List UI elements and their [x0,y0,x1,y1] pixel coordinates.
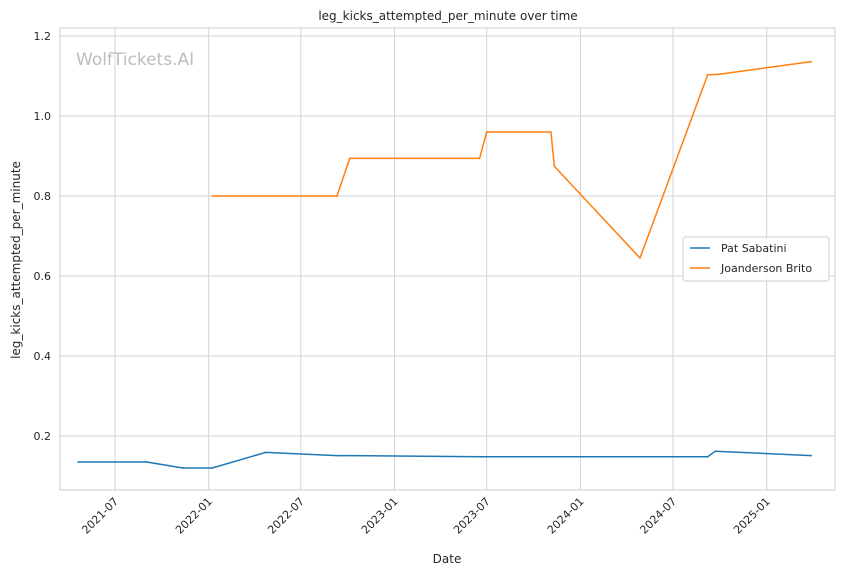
data-point-0-10 [810,454,812,457]
y-tick-label: 1.2 [34,30,52,43]
data-point-0-4 [264,451,267,454]
data-point-1-7 [639,257,641,259]
y-tick-label: 1.0 [34,110,52,123]
x-tick-label: 2022-01 [173,495,215,537]
data-point-1-9 [717,73,720,76]
x-tick-label: 2025-01 [731,495,773,537]
series-line-1 [212,60,812,259]
x-tick-label: 2024-07 [637,495,679,537]
x-tick-label: 2022-07 [265,495,307,537]
x-tick-label: 2023-07 [451,495,493,537]
data-point-1-3 [478,157,481,160]
series-line-0 [78,450,812,469]
data-point-0-6 [351,454,354,457]
y-tick-label: 0.4 [34,350,52,363]
y-tick-label: 0.8 [34,190,52,203]
data-point-1-5 [549,131,552,133]
x-axis-ticks: 2021-07 2022-01 2022-07 2023-01 2023-07 2024-… [79,495,772,537]
legend-box [682,236,830,282]
series-lines [77,60,812,469]
data-point-1-8 [706,73,709,76]
legend-label: Joanderson Brito [720,262,812,275]
y-axis-ticks: 0.2 0.4 0.6 0.8 1.0 1.2 [34,30,52,443]
data-point-1-10 [810,60,812,63]
data-point-0-1 [145,461,148,463]
watermark: WolfTickets.AI [76,50,194,70]
data-point-0-7 [480,455,483,458]
data-point-0-9 [714,450,717,453]
y-tick-label: 0.6 [34,270,52,283]
data-point-1-0 [211,195,214,197]
x-axis-label: Date [433,552,462,566]
x-tick-label: 2024-01 [545,495,587,537]
plot-area [59,27,836,491]
legend-label: Pat Sabatini [721,242,787,255]
chart-title: leg_kicks_attempted_per_minute over time [318,9,577,23]
x-tick-label: 2021-07 [79,495,121,537]
data-point-1-2 [348,157,351,160]
data-point-0-5 [336,454,338,457]
data-point-0-3 [211,467,214,469]
x-tick-label: 2023-01 [359,495,401,537]
data-point-0-2 [182,467,185,469]
legend: Pat Sabatini Joanderson Brito [682,236,830,282]
data-point-1-6 [553,165,556,168]
data-point-0-8 [706,455,709,458]
y-tick-label: 0.2 [34,430,52,443]
y-axis-label: leg_kicks_attempted_per_minute [9,161,23,359]
data-point-1-1 [336,195,338,197]
data-point-0-0 [77,461,80,463]
data-point-1-4 [485,131,488,133]
